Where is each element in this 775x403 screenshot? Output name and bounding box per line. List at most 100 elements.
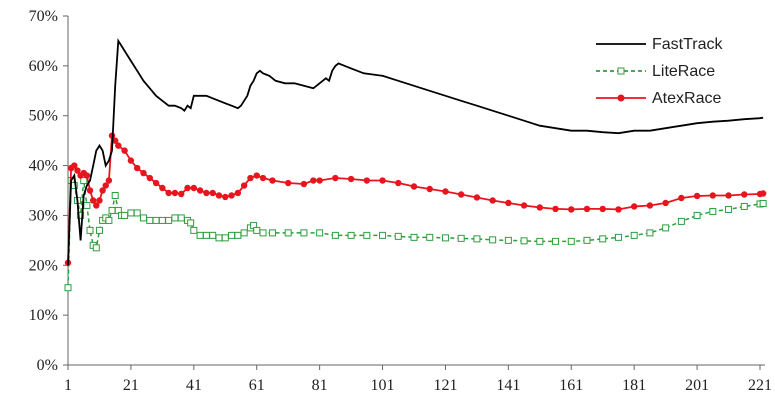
data-point-literace <box>725 205 733 213</box>
data-point-atexrace <box>489 197 496 204</box>
data-point-atexrace <box>247 174 254 182</box>
legend-item-literace: LiteRace <box>596 63 715 80</box>
data-point-atexrace <box>552 205 559 213</box>
x-tick-labels: 1 21 41 61 81 101 121 141 161 181 201 221 <box>64 365 772 394</box>
legend: FastTrack LiteRace AtexRace <box>596 36 724 107</box>
x-tick-label: 1 <box>64 377 72 394</box>
data-point-atexrace <box>184 184 191 192</box>
data-point-atexrace <box>196 187 204 194</box>
data-point-atexrace <box>209 189 216 197</box>
data-point-literace <box>259 229 267 237</box>
data-point-literace <box>139 214 147 222</box>
data-point-literace <box>426 233 434 241</box>
data-point-literace <box>599 235 607 243</box>
data-point-literace <box>410 233 418 241</box>
y-tick-label: 10% <box>29 307 58 324</box>
data-point-atexrace <box>473 194 481 201</box>
data-point-atexrace <box>379 177 386 184</box>
data-point-literace <box>64 284 72 292</box>
data-point-literace <box>646 229 654 237</box>
series-markers-atexrace <box>64 132 767 266</box>
data-point-literace <box>177 214 185 222</box>
data-point-literace <box>158 216 166 224</box>
series-line-atexrace <box>67 132 764 263</box>
y-tick-label: 0% <box>37 357 58 374</box>
data-point-atexrace <box>536 204 544 211</box>
data-point-atexrace <box>759 190 767 197</box>
x-tick-label: 41 <box>186 377 202 394</box>
data-point-atexrace <box>152 179 160 187</box>
data-point-literace <box>316 229 324 237</box>
data-point-literace <box>209 231 217 239</box>
data-point-literace <box>152 216 160 224</box>
data-point-literace <box>95 226 103 234</box>
data-point-literace <box>677 217 685 225</box>
data-point-atexrace <box>284 179 292 187</box>
data-point-atexrace <box>228 192 235 199</box>
data-point-literace <box>146 216 154 224</box>
x-tick-label: 201 <box>685 377 709 394</box>
data-point-literace <box>86 226 94 234</box>
data-point-atexrace <box>121 147 128 154</box>
data-point-atexrace <box>347 175 355 183</box>
data-point-atexrace <box>83 172 91 179</box>
data-point-atexrace <box>457 191 465 198</box>
data-point-atexrace <box>111 137 119 144</box>
data-point-atexrace <box>646 202 654 209</box>
data-point-atexrace <box>520 202 528 209</box>
data-point-atexrace <box>253 172 260 179</box>
y-tick-label: 20% <box>29 257 58 274</box>
x-tick-label: 221 <box>748 377 772 394</box>
data-point-literace <box>379 231 387 239</box>
data-point-literace <box>693 211 701 219</box>
data-point-atexrace <box>410 183 418 190</box>
legend-label-literace: LiteRace <box>652 63 715 80</box>
data-point-literace <box>331 231 339 239</box>
data-point-atexrace <box>269 177 276 184</box>
y-tick-labels: 0% 10% 20% 30% 40% 50% 60% 70% <box>29 8 68 374</box>
data-point-atexrace <box>134 164 141 172</box>
data-point-literace <box>121 211 129 219</box>
data-point-atexrace <box>102 182 109 189</box>
data-point-literace <box>105 216 113 224</box>
data-point-atexrace <box>693 192 701 200</box>
data-point-literace <box>284 229 292 237</box>
data-point-atexrace <box>159 184 166 192</box>
series-lines <box>64 38 767 292</box>
data-point-atexrace <box>363 177 371 184</box>
x-tick-label: 61 <box>249 377 265 394</box>
data-point-atexrace <box>725 192 732 199</box>
data-point-atexrace <box>215 192 223 199</box>
data-point-atexrace <box>140 169 147 177</box>
data-point-literace <box>504 236 512 244</box>
y-tick-label: 50% <box>29 108 58 125</box>
data-point-atexrace <box>74 167 81 174</box>
data-point-literace <box>759 199 767 207</box>
data-point-literace <box>520 237 528 245</box>
legend-marker-literace <box>617 67 625 75</box>
data-point-literace <box>253 226 261 234</box>
data-point-literace <box>441 234 449 242</box>
data-point-atexrace <box>316 177 323 184</box>
data-point-atexrace <box>222 193 229 201</box>
data-point-literace <box>187 219 195 227</box>
data-point-atexrace <box>190 184 198 192</box>
y-tick-label: 70% <box>29 8 58 25</box>
data-point-literace <box>567 237 575 245</box>
data-point-literace <box>300 229 308 237</box>
x-tick-label: 181 <box>622 377 646 394</box>
legend-marker-atexrace <box>617 94 625 102</box>
data-point-literace <box>268 229 276 237</box>
data-point-atexrace <box>178 190 185 198</box>
data-point-atexrace <box>86 187 94 194</box>
data-point-literace <box>614 233 622 241</box>
data-point-atexrace <box>741 191 748 198</box>
data-point-atexrace <box>93 202 100 209</box>
data-point-atexrace <box>146 174 153 182</box>
data-point-atexrace <box>599 205 606 213</box>
data-point-literace <box>228 231 236 239</box>
legend-label-fasttrack: FastTrack <box>652 36 724 53</box>
data-point-literace <box>83 201 91 209</box>
data-point-atexrace <box>127 157 135 164</box>
